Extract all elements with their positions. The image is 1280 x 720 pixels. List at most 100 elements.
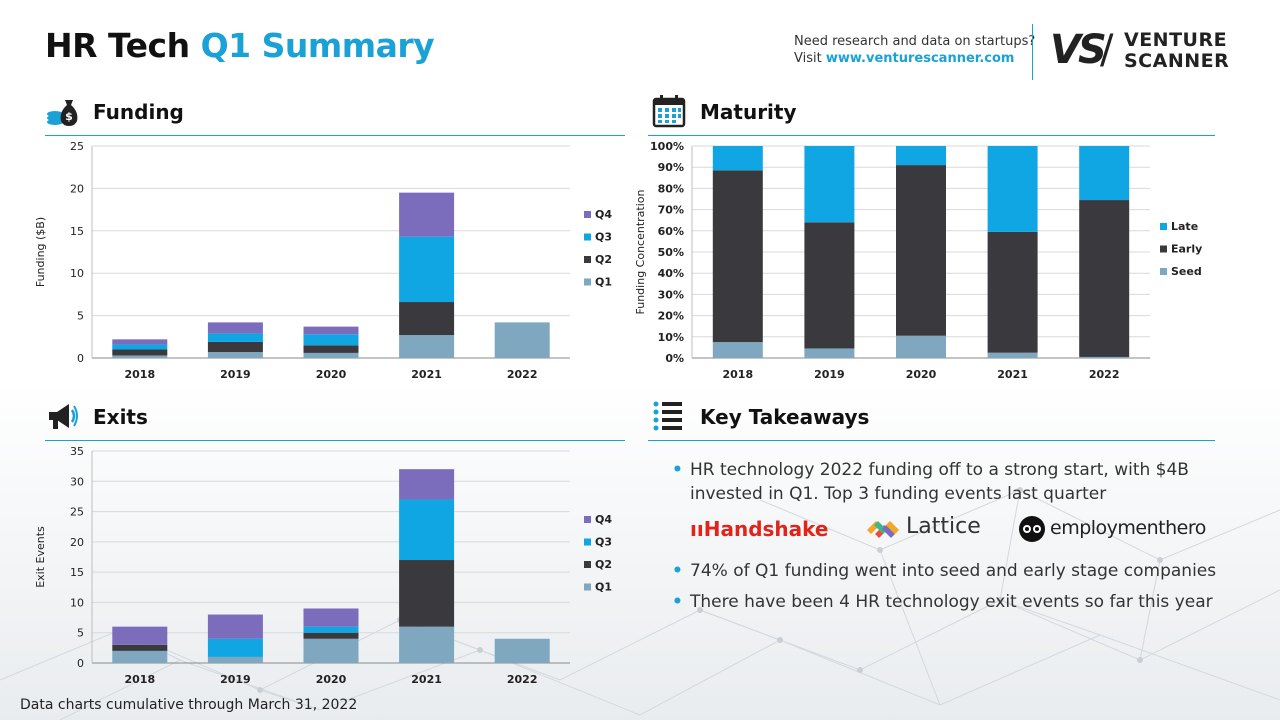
y-tick-label: 90% (658, 161, 684, 174)
x-tick-label: 2020 (316, 368, 347, 381)
legend-swatch (584, 278, 591, 286)
maturity-chart: 0% 10% 20% 30% 40% 50% 60% 70% 80% 90% 100% Funding… (634, 140, 1202, 381)
venture-scanner-logo: VS / VENTURE SCANNER (1050, 28, 1230, 76)
y-tick-label: 5 (77, 627, 84, 640)
bullet-icon: • (672, 561, 683, 581)
bar-segment-q3 (399, 236, 455, 303)
promo-line-2: Visit www.venturescanner.com (794, 50, 1035, 67)
legend-swatch (584, 561, 591, 568)
bar-segment-late (987, 146, 1038, 232)
legend-label: Seed (1171, 265, 1202, 278)
calendar-icon (652, 95, 686, 128)
legend-label: Late (1171, 220, 1198, 233)
y-tick-label: 20 (70, 536, 84, 549)
logo-wordmark: VENTURE SCANNER (1124, 30, 1229, 72)
list-icon (653, 401, 682, 431)
page-title-period: Q1 Summary (200, 26, 435, 65)
promo-text: Need research and data on startups? Visi… (794, 33, 1035, 67)
employmenthero-mark-icon (1019, 516, 1045, 542)
bar-segment-q4 (207, 614, 263, 639)
megaphone-icon (49, 404, 78, 429)
y-tick-label: 60% (658, 225, 684, 238)
y-tick-label: 25 (70, 506, 84, 519)
handshake-logo-text: Handshake (703, 517, 829, 541)
takeaways-section-title: Key Takeaways (700, 405, 870, 429)
bar-segment-seed (987, 352, 1038, 358)
y-axis-label: Funding ($B) (34, 217, 47, 287)
takeaway-text-3: There have been 4 HR technology exit eve… (690, 592, 1213, 612)
y-tick-label: 40% (658, 267, 684, 280)
x-tick-label: 2020 (906, 368, 937, 381)
bar-segment-early (896, 165, 946, 336)
y-tick-label: 5 (77, 310, 84, 323)
takeaways-section-header: Key Takeaways (652, 399, 1212, 435)
key-takeaways-list: • HR technology 2022 funding off to a st… (670, 458, 1230, 621)
promo-visit-label: Visit (794, 51, 822, 66)
legend-swatch (584, 583, 591, 591)
lattice-mark-icon (867, 521, 899, 538)
legend-label: Q2 (595, 253, 612, 266)
bullet-icon: • (672, 460, 683, 480)
bar-segment-q1 (207, 352, 263, 358)
x-tick-label: 2022 (1089, 368, 1120, 381)
bar-segment-q2 (112, 644, 168, 651)
money-bag-icon: $ (47, 100, 78, 126)
bar-segment-q1 (494, 322, 550, 358)
bar-segment-q3 (207, 638, 263, 657)
bar-segment-q1 (494, 638, 550, 663)
bar-segment-q3 (303, 626, 359, 633)
exits-chart: 0 5 10 15 20 25 30 35 Exit Events 2018 2019 2020 202… (34, 445, 612, 686)
bar-segment-early (712, 170, 763, 343)
bullet-icon: • (672, 592, 683, 612)
website-link[interactable]: www.venturescanner.com (825, 51, 1015, 66)
y-tick-label: 10 (70, 267, 84, 280)
takeaway-item: • There have been 4 HR technology exit e… (670, 590, 1230, 614)
bar-segment-seed (712, 342, 763, 358)
x-tick-label: 2022 (507, 368, 538, 381)
legend-label: Early (1171, 243, 1202, 256)
bar-segment-q3 (207, 333, 263, 342)
x-tick-label: 2021 (411, 673, 442, 686)
y-axis-label: Funding Concentration (634, 189, 647, 314)
employmenthero-logo-text: employmenthero (1050, 517, 1206, 539)
x-tick-label: 2022 (507, 673, 538, 686)
x-tick-label: 2021 (411, 368, 442, 381)
x-tick-label: 2021 (997, 368, 1028, 381)
legend-swatch (1160, 268, 1167, 275)
bar-segment-q3 (112, 344, 168, 350)
bar-segment-q4 (399, 469, 455, 500)
y-tick-label: 80% (658, 182, 684, 195)
exits-section-title: Exits (93, 405, 148, 429)
legend-swatch (584, 256, 591, 263)
maturity-section-rule (648, 135, 1215, 136)
bar-segment-q2 (399, 302, 455, 336)
bar-segment-q1 (399, 335, 455, 358)
bar-segment-q1 (303, 352, 359, 358)
bar-segment-late (896, 146, 946, 166)
bar-segment-q4 (112, 626, 168, 645)
legend-label: Q4 (595, 513, 612, 526)
x-tick-label: 2018 (722, 368, 753, 381)
legend-swatch (584, 211, 591, 218)
legend-label: Q2 (595, 558, 612, 571)
y-tick-label: 15 (70, 566, 84, 579)
y-tick-label: 0% (665, 352, 684, 365)
bar-segment-q4 (112, 339, 168, 345)
takeaways-section-rule (648, 440, 1215, 441)
y-tick-label: 10 (70, 596, 84, 609)
bar-segment-q4 (399, 192, 455, 237)
bar-segment-q3 (399, 499, 455, 561)
legend-swatch (584, 538, 591, 546)
page-title: HR Tech Q1 Summary (45, 26, 435, 65)
bar-segment-q1 (207, 656, 263, 663)
bar-segment-seed (1079, 356, 1130, 358)
footnote: Data charts cumulative through March 31,… (20, 697, 358, 713)
y-tick-label: 35 (70, 445, 84, 458)
takeaway-item: • 74% of Q1 funding went into seed and e… (670, 559, 1230, 583)
exits-section-header: Exits (45, 399, 605, 435)
bar-segment-q1 (303, 638, 359, 663)
handshake-logo: ııHandshake (690, 517, 828, 541)
x-tick-label: 2018 (124, 673, 155, 686)
bar-segment-early (1079, 200, 1130, 357)
bar-segment-q4 (303, 326, 359, 335)
